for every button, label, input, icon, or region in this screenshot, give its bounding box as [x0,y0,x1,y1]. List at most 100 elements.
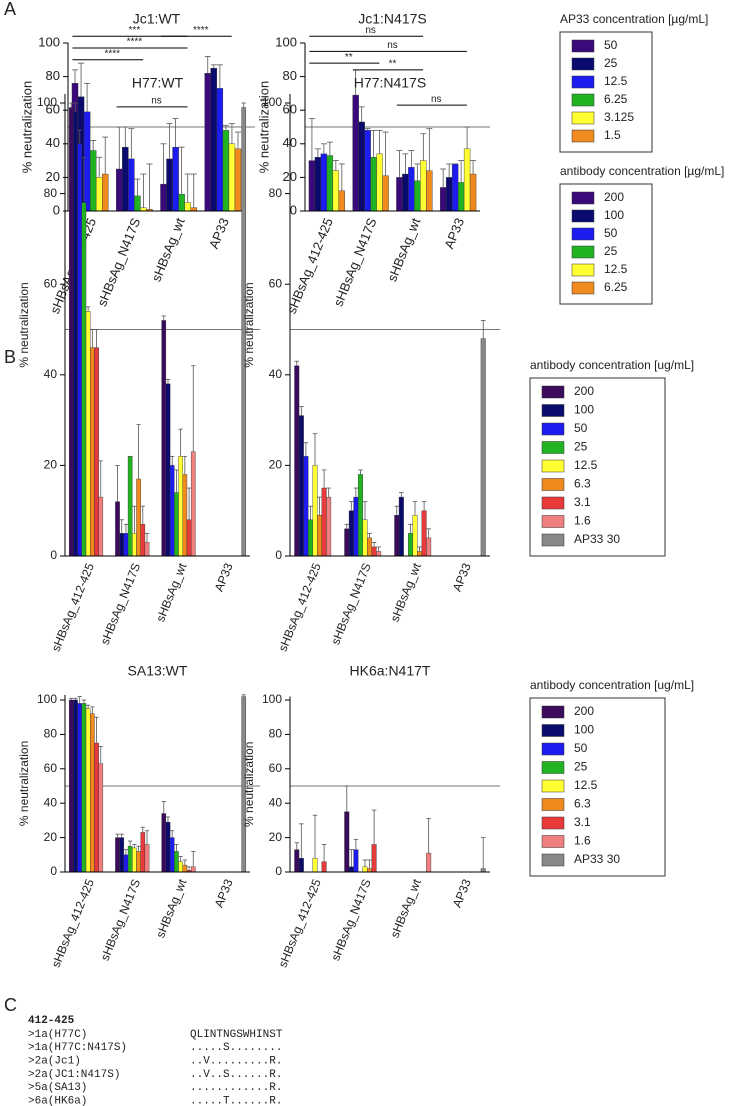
x-tick-label: AP33 [450,877,474,910]
x-tick-label: sHBsAg_412-425 [276,877,324,970]
y-tick-label: 100 [37,95,57,109]
x-tick-label: sHBsAg_wt [388,876,424,939]
bar [127,456,133,557]
significance-label: ** [345,52,353,63]
bar [312,858,318,873]
sequence: .....T......R. [190,1095,282,1106]
bar [371,844,377,873]
significance-label: ** [389,59,397,70]
y-tick-label: 100 [262,95,282,109]
bar [119,533,125,557]
sequence: ..V.........R. [190,1056,282,1068]
chart-title: H77:WT [132,75,184,91]
y-tick-label: 0 [50,864,57,878]
significance-label: **** [193,25,209,36]
x-tick-label: AP33 [206,216,232,251]
bar [353,849,359,873]
bar [469,173,477,212]
legend-label: 100 [574,723,594,737]
y-tick-label: 0 [275,548,282,562]
bar [204,73,211,212]
bar [414,180,421,212]
y-tick-label: 20 [44,458,58,472]
bar [85,708,91,873]
y-tick-label: 0 [290,202,297,217]
y-tick-label: 20 [269,458,283,472]
bar [90,347,95,557]
legend-label: 6.3 [574,797,591,811]
x-tick-label: sHBsAg_N417S [98,561,143,647]
legend-box [529,377,666,557]
y-axis-label: % neutralization [17,741,31,826]
bar [169,837,175,873]
bar [371,546,377,557]
bar [382,175,389,212]
legend-swatch [541,724,565,737]
bar [298,415,304,557]
legend-swatch [541,441,565,454]
legend-label: AP33 30 [574,852,620,866]
legend-title: AP33 concentration [µg/mL] [560,12,708,26]
bar [332,170,340,212]
y-tick-label: 100 [38,34,60,49]
legend-swatch [571,57,595,71]
bar [132,533,137,557]
legend-swatch [571,39,595,53]
chart-title: Jc1:N417S [358,11,426,27]
legend-label: 12.5 [604,74,628,88]
legend-label: 50 [574,741,588,755]
bar [174,492,179,557]
legend-box [559,31,653,153]
bar [370,157,377,212]
x-tick-label: sHBsAg_412-425 [276,561,324,654]
bar [367,868,373,873]
bar [426,537,432,557]
bar [312,465,318,557]
legend-swatch [571,263,595,277]
bar [445,177,453,212]
bar [161,813,167,873]
chart-title: H77:N417S [354,75,426,91]
y-tick-label: 20 [269,830,283,844]
bar [338,190,346,212]
legend-label: 100 [604,208,624,222]
legend-label: 200 [574,384,594,398]
sequence-name: >1a(H77C:N417S) [28,1042,127,1054]
bar [184,202,191,212]
bar [307,519,313,557]
legend-swatch [571,191,595,205]
x-tick-label: sHBsAg_wt [153,876,189,939]
bar [115,837,120,873]
legend-swatch [541,742,565,756]
y-tick-label: 0 [53,202,60,217]
bar [161,320,167,557]
bar [314,157,322,212]
bar [165,821,171,873]
legend-swatch [541,533,565,547]
legend-box [529,697,666,877]
bar [178,193,185,212]
bar [83,111,91,212]
bar [140,832,146,873]
sequence-name: >6a(HK6a) [28,1095,87,1106]
bar [210,67,218,212]
x-tick-label: sHBsAg_N417S [328,877,373,963]
legend-label: 1.6 [574,514,591,528]
x-tick-label: sHBsAg_N417S [330,216,379,309]
bar [421,510,427,557]
y-tick-label: 60 [46,102,60,117]
bar [144,542,150,557]
panel-label: B [4,347,16,367]
significance-label: **** [104,48,120,59]
bar [166,158,173,212]
legend-label: 6.25 [604,92,628,106]
significance-label: ns [151,95,162,106]
legend-label: 100 [574,403,594,417]
bar [348,866,354,873]
y-tick-label: 0 [275,864,282,878]
y-tick-label: 80 [269,186,283,200]
bar [102,173,109,212]
bar [127,846,133,873]
y-tick-label: 60 [44,276,58,290]
bar [426,170,433,212]
